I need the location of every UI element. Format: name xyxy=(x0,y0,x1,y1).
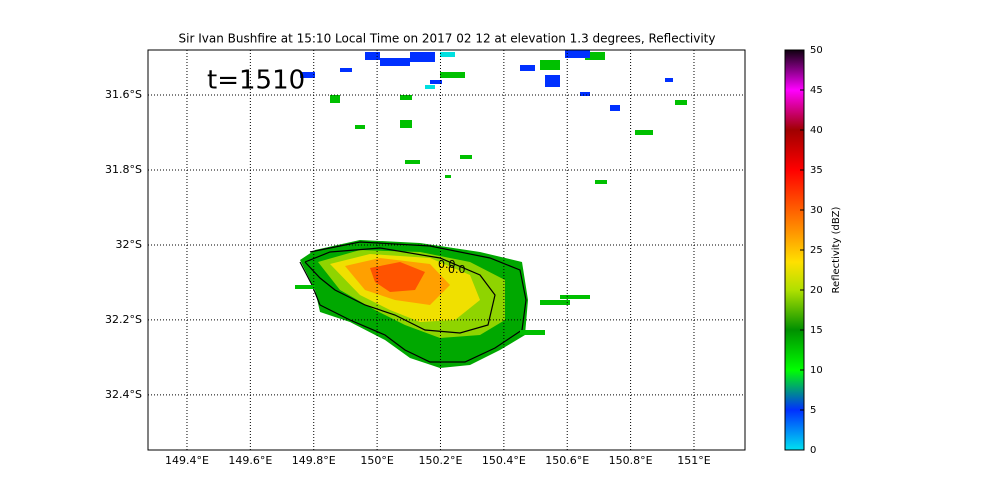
colorbar-tick-label: 25 xyxy=(810,245,823,256)
colorbar-tick-label: 50 xyxy=(810,45,823,56)
colorbar-tick-label: 10 xyxy=(810,365,823,376)
y-tick-label: 32°S xyxy=(116,238,142,251)
y-tick-label: 32.2°S xyxy=(105,313,142,326)
x-tick-label: 149.6°E xyxy=(228,454,272,467)
x-tick-label: 149.8°E xyxy=(292,454,336,467)
colorbar-tick-label: 35 xyxy=(810,165,823,176)
x-tick-label: 149.4°E xyxy=(165,454,209,467)
contour-label: 0.0 xyxy=(438,258,456,271)
contour-label: 0.0 xyxy=(448,263,466,276)
y-tick-label: 32.4°S xyxy=(105,388,142,401)
colorbar-tick-label: 5 xyxy=(810,405,816,416)
plot-frame xyxy=(147,49,746,451)
x-tick-label: 150.2°E xyxy=(419,454,463,467)
time-annotation: t=1510 xyxy=(207,66,305,96)
x-tick-label: 150.4°E xyxy=(482,454,526,467)
colorbar-tick-label: 15 xyxy=(810,325,823,336)
chart-title: Sir Ivan Bushfire at 15:10 Local Time on… xyxy=(179,32,716,46)
x-tick-label: 150.8°E xyxy=(609,454,653,467)
x-tick-label: 150.6°E xyxy=(545,454,589,467)
colorbar-tick-label: 0 xyxy=(810,445,816,456)
x-tick-label: 150°E xyxy=(360,454,393,467)
colorbar-tick-label: 40 xyxy=(810,125,823,136)
x-tick-label: 151°E xyxy=(677,454,710,467)
y-tick-label: 31.8°S xyxy=(105,163,142,176)
colorbar-tick-label: 30 xyxy=(810,205,823,216)
colorbar-tick-label: 20 xyxy=(810,285,823,296)
radar-field xyxy=(295,50,687,368)
colorbar-tick-label: 45 xyxy=(810,85,823,96)
y-tick-label: 31.6°S xyxy=(105,88,142,101)
colorbar-label: Reflectivity (dBZ) xyxy=(831,206,842,293)
